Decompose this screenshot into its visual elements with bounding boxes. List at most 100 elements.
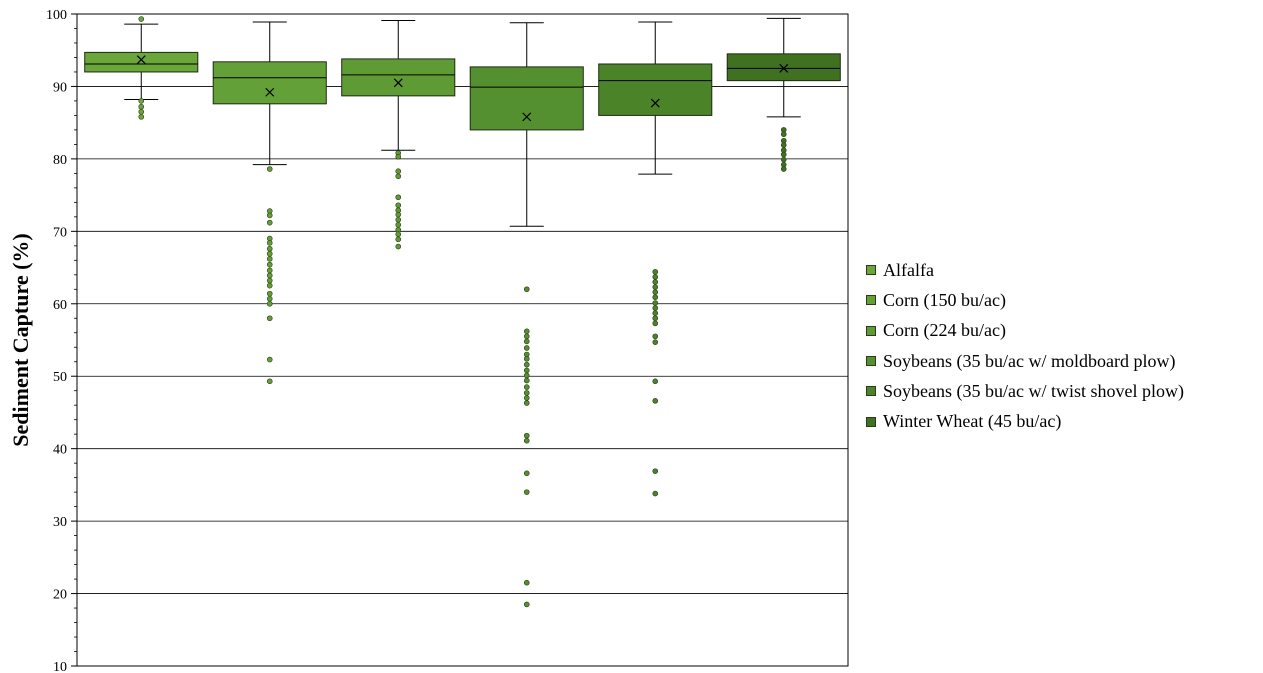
mean-marker <box>265 87 275 97</box>
outlier-point <box>523 384 530 390</box>
outlier-point <box>395 243 402 250</box>
plot-area-border <box>76 13 849 667</box>
legend-swatch <box>866 386 876 397</box>
outlier-point <box>652 315 659 322</box>
outlier-point <box>395 168 402 175</box>
box <box>598 63 713 116</box>
outlier-point <box>395 202 402 209</box>
outlier-point <box>523 601 530 608</box>
outlier-point <box>266 219 273 226</box>
outlier-point <box>266 277 273 284</box>
outlier-point <box>266 166 273 172</box>
y-tick-label: 90 <box>53 80 67 95</box>
legend-swatch <box>866 356 876 367</box>
outlier-point <box>652 490 659 497</box>
outlier-point <box>523 400 530 406</box>
legend-item: Soybeans (35 bu/ac w/ moldboard plow) <box>866 346 1184 376</box>
outlier-point <box>523 437 530 444</box>
outlier-point <box>523 367 530 374</box>
outlier-point <box>395 231 402 238</box>
outlier-point <box>780 142 787 148</box>
outlier-point <box>266 290 273 297</box>
outlier-point <box>523 470 530 477</box>
y-tick-label: 100 <box>46 8 67 23</box>
box-group <box>726 17 841 172</box>
mean-marker <box>650 98 660 108</box>
outlier-point <box>266 356 273 363</box>
outlier-point <box>652 310 659 316</box>
outlier-point <box>523 377 530 384</box>
outlier-point <box>780 156 787 163</box>
outlier-point <box>395 194 402 201</box>
outlier-point <box>780 131 787 138</box>
outlier-point <box>266 300 273 307</box>
outlier-point <box>266 295 273 302</box>
box <box>84 51 199 73</box>
y-tick-label: 40 <box>53 443 67 458</box>
outlier-point <box>266 378 273 385</box>
outlier-point <box>266 240 273 246</box>
outlier-point <box>652 468 659 474</box>
box <box>469 66 584 131</box>
y-tick-label: 80 <box>53 153 67 168</box>
outlier-point <box>652 294 659 301</box>
legend-item: Corn (224 bu/ac) <box>866 316 1184 346</box>
outlier-point <box>652 320 659 327</box>
outlier-point <box>652 305 659 311</box>
box <box>212 61 327 105</box>
box-group <box>341 20 456 250</box>
outlier-point <box>523 579 530 586</box>
mean-marker <box>779 63 789 73</box>
legend-label: Soybeans (35 bu/ac w/ moldboard plow) <box>883 350 1176 371</box>
legend-swatch <box>866 416 876 427</box>
box-group <box>84 16 199 120</box>
outlier-point <box>138 98 145 104</box>
legend-label: Corn (150 bu/ac) <box>883 289 1006 310</box>
y-tick-label: 50 <box>53 370 67 385</box>
legend-label: Corn (224 bu/ac) <box>883 320 1006 341</box>
outlier-point <box>652 398 659 404</box>
outlier-point <box>652 339 659 345</box>
outlier-point <box>652 269 659 275</box>
outlier-point <box>523 345 530 351</box>
legend-swatch <box>866 325 876 336</box>
outlier-point <box>523 390 530 396</box>
outlier-point <box>138 109 145 115</box>
legend-label: Alfalfa <box>883 259 934 280</box>
y-tick-label: 10 <box>53 660 67 673</box>
outlier-point <box>523 328 530 335</box>
legend-swatch <box>866 295 876 306</box>
outlier-point <box>523 489 530 495</box>
outlier-point <box>523 286 530 293</box>
outlier-point <box>266 245 273 252</box>
mean-marker <box>522 112 532 122</box>
outlier-point <box>266 267 273 274</box>
gridlines <box>77 86 848 594</box>
legend: Alfalfa Corn (150 bu/ac) Corn (224 bu/ac) S… <box>866 255 1184 437</box>
legend-item: Winter Wheat (45 bu/ac) <box>866 406 1184 436</box>
outlier-point <box>266 272 273 279</box>
outlier-point <box>395 216 402 223</box>
outlier-point <box>266 250 273 257</box>
outlier-point <box>652 284 659 290</box>
legend-swatch <box>866 265 876 276</box>
outlier-point <box>523 333 530 340</box>
legend-item: Soybeans (35 bu/ac w/ twist shovel plow) <box>866 376 1184 406</box>
outlier-point <box>652 289 659 295</box>
outlier-point <box>652 300 659 306</box>
outlier-point <box>652 279 659 285</box>
outlier-point <box>138 16 145 22</box>
outlier-point <box>523 361 530 368</box>
box <box>726 53 841 82</box>
outlier-point <box>523 338 530 345</box>
outlier-point <box>780 151 787 158</box>
outlier-point <box>395 211 402 218</box>
outlier-point <box>395 173 402 180</box>
y-tick-label: 30 <box>53 515 67 530</box>
outlier-point <box>138 103 145 110</box>
outlier-point <box>266 315 273 322</box>
y-tick-label: 60 <box>53 298 67 313</box>
legend-label: Soybeans (35 bu/ac w/ twist shovel plow) <box>883 380 1184 401</box>
legend-label: Winter Wheat (45 bu/ac) <box>883 411 1062 432</box>
